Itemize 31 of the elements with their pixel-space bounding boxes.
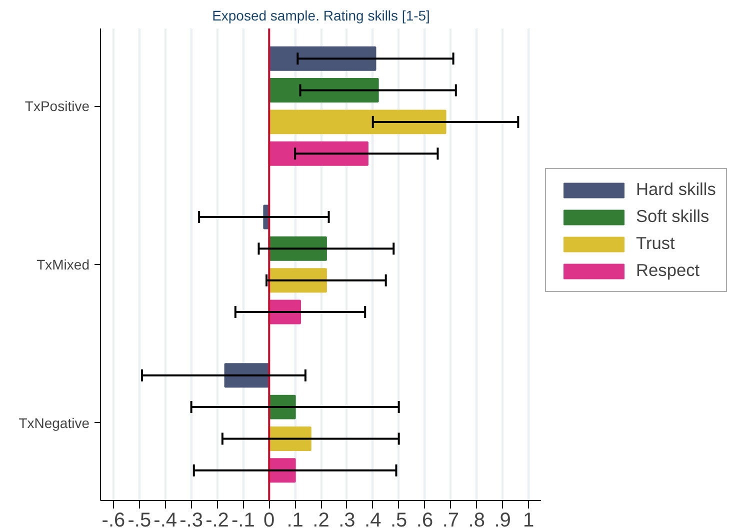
x-tick-label: .3 [338, 510, 356, 530]
bar [268, 46, 376, 71]
x-tick-label: .8 [468, 510, 485, 530]
x-tick-label: -.1 [232, 510, 255, 530]
x-tick-label: .2 [312, 510, 330, 530]
bar [268, 141, 368, 166]
x-tick-label: -.6 [102, 510, 126, 530]
bar [268, 78, 379, 103]
x-tick-label: .5 [390, 510, 408, 530]
legend-label: Hard skills [636, 179, 716, 200]
x-tick-label: .6 [416, 510, 434, 530]
legend-label: Respect [636, 260, 700, 281]
x-tick-label: -.5 [128, 510, 152, 530]
bar [268, 268, 327, 293]
y-tick-label: TxMixed [36, 256, 90, 272]
x-tick-label: -.4 [154, 510, 178, 530]
x-tick-label: 1 [522, 510, 534, 530]
x-tick-label: .7 [442, 510, 460, 530]
x-tick-label: .1 [286, 510, 304, 530]
legend-label: Soft skills [636, 206, 710, 227]
bar [268, 110, 446, 134]
bar [268, 236, 327, 261]
chart-title: Exposed sample. Rating skills [1-5] [212, 8, 430, 24]
x-tick-label: -.2 [206, 510, 229, 530]
x-tick-label: 0 [264, 510, 275, 530]
x-tick-label: -.3 [180, 510, 203, 530]
legend-label: Trust [636, 233, 675, 254]
x-tick-label: .9 [494, 510, 511, 530]
y-tick-label: TxNegative [18, 414, 90, 431]
y-tick-label: TxPositive [24, 98, 90, 114]
x-tick-label: .4 [364, 510, 382, 530]
